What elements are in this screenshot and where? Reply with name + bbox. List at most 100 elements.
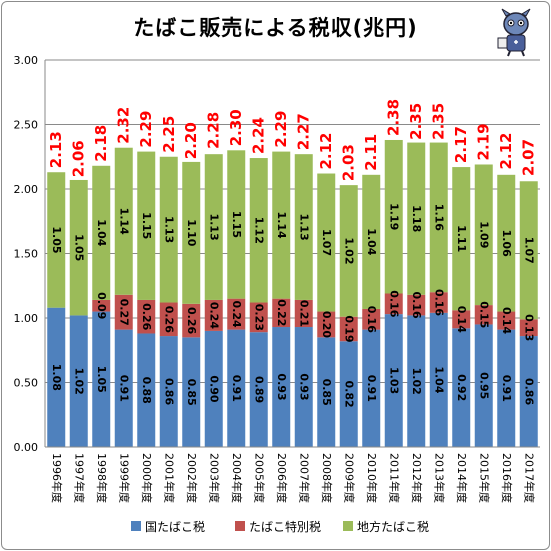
- x-tick-label: 2014年度: [455, 453, 469, 503]
- bar-segment: [474, 305, 493, 325]
- bar-segment: [227, 298, 246, 330]
- total-label: 2.29: [272, 111, 290, 148]
- total-label: 2.12: [497, 133, 515, 170]
- y-tick-label: 2.50: [14, 119, 39, 132]
- x-tick-label: 2002年度: [185, 453, 199, 503]
- data-label: 0.27: [117, 299, 130, 326]
- bar-segment: [452, 310, 471, 329]
- bar-segment: [69, 315, 88, 447]
- mascot-icon: [497, 8, 531, 57]
- data-label: 0.92: [455, 374, 468, 401]
- data-label: 1.13: [207, 213, 220, 240]
- data-label: 1.15: [230, 211, 243, 238]
- y-tick-label: 1.50: [14, 248, 39, 261]
- bar-segment: [182, 303, 201, 338]
- bar-segment: [227, 150, 246, 299]
- x-tick-label: 2004年度: [230, 453, 244, 503]
- data-label: 0.86: [522, 378, 535, 405]
- total-label: 2.12: [317, 133, 335, 170]
- data-label: 0.85: [185, 379, 198, 406]
- total-label: 2.03: [340, 144, 358, 181]
- data-label: 1.08: [50, 364, 63, 391]
- data-label: 1.03: [387, 367, 400, 394]
- data-label: 1.14: [275, 212, 288, 239]
- data-label: 0.20: [320, 311, 333, 338]
- bar-segment: [452, 167, 471, 311]
- bar-segment: [137, 299, 156, 334]
- bar-segment: [362, 308, 381, 330]
- x-tick-label: 2015年度: [477, 453, 491, 503]
- data-label: 0.15: [477, 301, 490, 328]
- data-label: 1.15: [140, 212, 153, 239]
- bar-segment: [137, 151, 156, 300]
- data-label: 1.13: [297, 213, 310, 240]
- bar-segment: [362, 174, 381, 309]
- data-label: 0.13: [522, 314, 535, 341]
- y-tick-label: 0.50: [14, 377, 39, 390]
- data-label: 1.09: [477, 221, 490, 248]
- data-label: 1.05: [72, 234, 85, 261]
- x-tick-label: 2012年度: [410, 453, 424, 503]
- bar-segment: [159, 302, 178, 337]
- bar-segment: [317, 311, 336, 338]
- bar-segment: [204, 330, 223, 447]
- bar-segment: [114, 294, 133, 330]
- data-label: 0.14: [500, 307, 513, 334]
- bar-segment: [92, 165, 111, 300]
- bar-segment: [182, 337, 201, 447]
- x-tick-label: 2001年度: [162, 453, 176, 503]
- total-label: 2.24: [250, 117, 268, 154]
- bar-segment: [497, 329, 516, 447]
- data-label: 1.11: [455, 225, 468, 252]
- bar-segment: [294, 154, 313, 300]
- data-label: 0.26: [185, 307, 198, 334]
- y-tick-label: 1.00: [14, 312, 39, 325]
- data-label: 1.07: [320, 229, 333, 256]
- x-tick-label: 2000年度: [140, 453, 154, 503]
- data-label: 1.04: [365, 228, 378, 255]
- total-label: 2.19: [475, 123, 493, 160]
- legend-swatch: [131, 521, 141, 531]
- bar-segment: [474, 164, 493, 306]
- total-label: 2.38: [385, 99, 403, 136]
- bar-segment: [159, 156, 178, 303]
- y-tick-label: 2.00: [14, 183, 39, 196]
- data-label: 1.12: [252, 217, 265, 244]
- bar-segment: [474, 324, 493, 447]
- bar-segment: [497, 311, 516, 330]
- data-label: 0.26: [140, 303, 153, 330]
- data-label: 0.26: [162, 306, 175, 333]
- x-tick-label: 2016年度: [500, 453, 514, 503]
- bar-segment: [272, 151, 291, 299]
- total-label: 2.30: [227, 109, 245, 146]
- bar-segment: [519, 181, 538, 320]
- data-label: 1.19: [387, 203, 400, 230]
- bar-segment: [362, 329, 381, 447]
- legend-swatch: [235, 521, 245, 531]
- bar-segment: [339, 185, 358, 317]
- data-label: 1.13: [162, 216, 175, 243]
- data-label: 0.95: [477, 372, 490, 399]
- bar-segment: [317, 173, 336, 312]
- bar-segment: [249, 158, 268, 303]
- data-label: 0.23: [252, 304, 265, 331]
- x-tick-label: 1998年度: [95, 453, 109, 503]
- bar-segment: [384, 139, 403, 294]
- bar-segment: [272, 327, 291, 447]
- data-label: 0.91: [117, 375, 130, 402]
- data-label: 1.10: [185, 219, 198, 246]
- x-tick-label: 2011年度: [387, 453, 401, 503]
- total-label: 2.25: [160, 116, 178, 153]
- bar-segment: [92, 299, 111, 312]
- bar-segment: [204, 299, 223, 331]
- data-label: 1.02: [342, 237, 355, 264]
- x-tick-label: 2013年度: [432, 453, 446, 503]
- data-label: 0.16: [387, 290, 400, 317]
- data-label: 0.16: [432, 289, 445, 316]
- bar-segment: [114, 329, 133, 447]
- bar-segment: [272, 298, 291, 328]
- bar-segment: [114, 147, 133, 295]
- data-label: 1.14: [117, 208, 130, 235]
- data-label: 0.93: [275, 373, 288, 400]
